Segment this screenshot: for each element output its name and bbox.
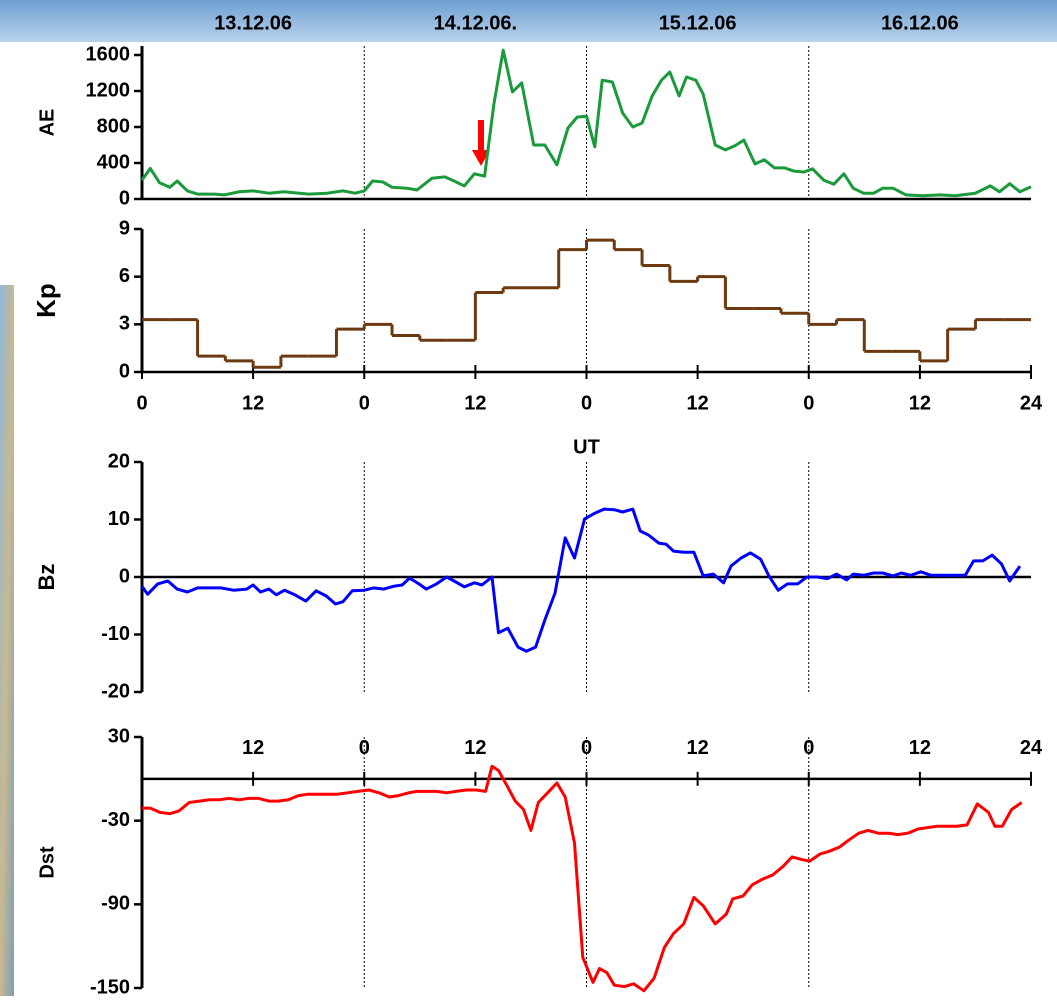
y-tick-label: -20 bbox=[101, 680, 130, 702]
data-line bbox=[142, 509, 1020, 651]
x-tick-label: 0 bbox=[803, 737, 814, 759]
x-tick-label: 12 bbox=[242, 392, 264, 414]
data-line bbox=[142, 766, 1022, 991]
y-tick-label: 30 bbox=[108, 725, 130, 747]
x-tick-label: 12 bbox=[464, 392, 486, 414]
x-tick-label: 12 bbox=[242, 737, 264, 759]
x-tick-label: 24 bbox=[1020, 392, 1043, 414]
date-label: 14.12.06. bbox=[434, 12, 517, 34]
y-tick-label: -10 bbox=[101, 623, 130, 645]
date-label: 13.12.06 bbox=[214, 12, 292, 34]
y-axis-label: AE bbox=[36, 109, 58, 137]
chart: 040080012001600AE13.12.0614.12.06.15.12.… bbox=[0, 0, 1057, 996]
y-tick-label: 1600 bbox=[86, 43, 131, 65]
x-tick-label: 0 bbox=[803, 392, 814, 414]
x-tick-label: 12 bbox=[464, 737, 486, 759]
y-tick-label: 3 bbox=[119, 313, 130, 335]
y-tick-label: 6 bbox=[119, 265, 130, 287]
y-axis-label: Kp bbox=[31, 283, 61, 318]
background bbox=[0, 42, 22, 192]
y-tick-label: 0 bbox=[119, 360, 130, 382]
date-label: 15.12.06 bbox=[659, 12, 737, 34]
x-tick-label: 0 bbox=[581, 737, 592, 759]
x-tick-label: 12 bbox=[687, 392, 709, 414]
y-tick-label: 9 bbox=[119, 217, 130, 239]
x-tick-label: 0 bbox=[359, 392, 370, 414]
y-tick-label: 0 bbox=[119, 565, 130, 587]
x-tick-label: 0 bbox=[581, 392, 592, 414]
y-tick-label: 800 bbox=[97, 115, 130, 137]
x-tick-label: 12 bbox=[687, 737, 709, 759]
y-axis-label: Dst bbox=[36, 846, 58, 879]
background-photo bbox=[0, 285, 14, 996]
date-label: 16.12.06 bbox=[881, 12, 959, 34]
y-tick-label: 0 bbox=[119, 187, 130, 209]
x-tick-label: 24 bbox=[1020, 737, 1043, 759]
y-tick-label: -150 bbox=[90, 976, 130, 996]
y-axis-label: Bz bbox=[34, 564, 59, 591]
y-tick-label: -30 bbox=[101, 809, 130, 831]
y-tick-label: -90 bbox=[101, 893, 130, 915]
x-tick-label: 0 bbox=[359, 737, 370, 759]
x-tick-label: 12 bbox=[909, 392, 931, 414]
y-tick-label: 400 bbox=[97, 151, 130, 173]
x-tick-label: 12 bbox=[909, 737, 931, 759]
y-tick-label: 20 bbox=[108, 450, 130, 472]
x-tick-label: 0 bbox=[136, 392, 147, 414]
y-tick-label: 10 bbox=[108, 508, 130, 530]
x-axis-label: UT bbox=[573, 436, 600, 458]
y-tick-label: 1200 bbox=[86, 79, 131, 101]
